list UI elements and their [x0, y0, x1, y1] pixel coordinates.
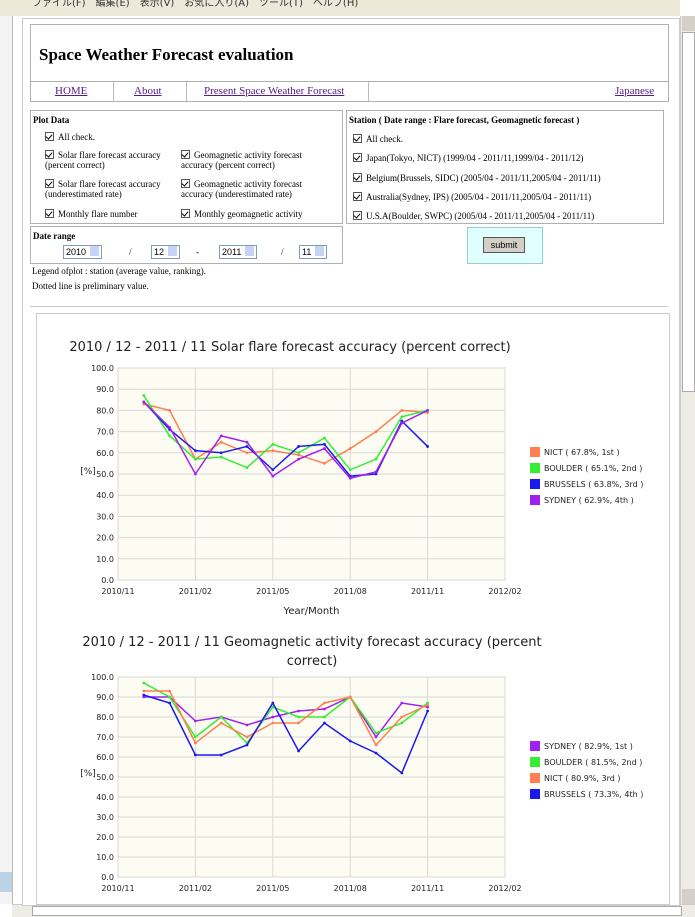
chart-title: 2010 / 12 - 2011 / 11 Solar flare foreca… — [69, 340, 511, 355]
checkbox[interactable]: Belgium(Brussels, SIDC) (2005/04 - 2011/… — [353, 173, 601, 183]
submit-panel: submit — [467, 227, 543, 264]
checkbox[interactable]: Geomagnetic activity forecast accuracy (… — [181, 179, 302, 199]
menu-item[interactable]: ヘルプ(H) — [312, 0, 359, 9]
site-title: Space Weather Forecast evaluation — [39, 45, 294, 64]
menu-bar: ファイル(F) 編集(E) 表示(V) お気に入り(A) ツール(T) ヘルプ(H) — [0, 0, 680, 16]
nav-bar: HOME About Present Space Weather Forecas… — [30, 81, 669, 102]
note: Dotted line is preliminary value. — [32, 281, 149, 291]
nav-link[interactable]: About — [134, 85, 162, 97]
checkbox[interactable]: Monthly flare number — [45, 209, 137, 219]
menu-item[interactable]: ツール(T) — [259, 0, 303, 9]
menu-item[interactable]: お気に入り(A) — [184, 0, 249, 9]
checkbox[interactable]: Solar flare forecast accuracy (percent c… — [45, 150, 161, 170]
nav-link[interactable]: Japanese — [615, 85, 655, 97]
menu-item[interactable]: 編集(E) — [95, 0, 130, 9]
submit-button[interactable]: submit — [483, 237, 525, 253]
menu-item[interactable]: 表示(V) — [139, 0, 175, 9]
nav-link[interactable]: HOME — [55, 85, 88, 97]
chart-title: 2010 / 12 - 2011 / 11 Geomagnetic activi… — [82, 635, 542, 669]
separator: - — [196, 247, 199, 257]
checkbox[interactable]: U.S.A(Boulder, SWPC) (2005/04 - 2011/11,… — [353, 211, 594, 221]
checkbox[interactable]: Geomagnetic activity forecast accuracy (… — [181, 150, 302, 170]
checkbox[interactable]: Monthly geomagnetic activity — [181, 209, 302, 219]
checkbox[interactable]: All check. — [45, 132, 95, 142]
station-panel: Station ( Date range : Flare forecast, G… — [346, 110, 664, 224]
checkbox[interactable]: Solar flare forecast accuracy (underesti… — [45, 179, 161, 199]
panel-title: Plot Data — [33, 115, 70, 125]
select[interactable]: 11 — [299, 245, 328, 259]
panel-title: Station ( Date range : Flare forecast, G… — [349, 115, 580, 125]
panel-title: Date range — [33, 231, 76, 241]
divider — [30, 306, 668, 307]
menu-item[interactable]: ファイル(F) — [32, 0, 86, 9]
left-patch — [0, 872, 12, 892]
header: Space Weather Forecast evaluation — [30, 24, 669, 82]
checkbox[interactable]: Japan(Tokyo, NICT) (1999/04 - 2011/11,19… — [353, 153, 583, 163]
separator: / — [281, 247, 284, 257]
chart-panel — [36, 313, 670, 905]
nav-link[interactable]: Present Space Weather Forecast — [204, 85, 345, 97]
vertical-scrollbar[interactable] — [680, 16, 695, 904]
checkbox[interactable]: Australia(Sydney, IPS) (2005/04 - 2011/1… — [353, 192, 591, 202]
date-range-panel: Date range 2010 / 12 - 2011 / 11 — [30, 226, 343, 264]
note: Legend ofplot : station (average value, … — [32, 266, 206, 276]
select[interactable]: 12 — [151, 245, 181, 259]
select[interactable]: 2010 — [63, 245, 103, 259]
plot-data-panel: Plot Data All check. Solar flare forecas… — [30, 110, 343, 224]
checkbox[interactable]: All check. — [353, 134, 403, 144]
left-gutter — [0, 16, 13, 904]
select[interactable]: 2011 — [219, 245, 258, 259]
separator: / — [129, 247, 132, 257]
